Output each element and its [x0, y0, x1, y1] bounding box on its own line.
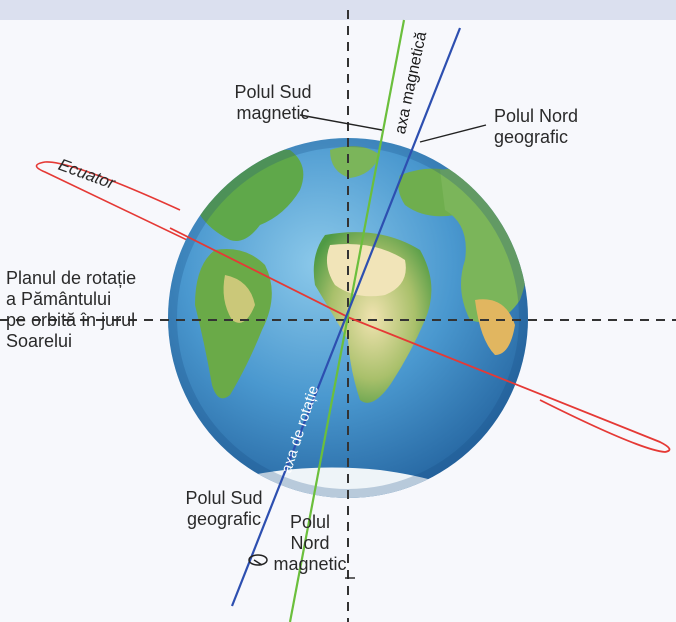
india-landmass — [475, 299, 515, 355]
equator-front-line — [169, 227, 671, 453]
equator-back-arc — [35, 161, 351, 319]
leader-polul-sud-magnetic — [299, 114, 383, 131]
sahara-desert — [326, 244, 406, 297]
magnetic-axis-line — [288, 19, 406, 622]
label-planul-de-rotatie: Planul de rotație a Pământului pe orbită… — [6, 268, 137, 351]
south-america-landmass — [195, 249, 272, 399]
greenland-landmass — [330, 146, 380, 178]
label-polul-sud-geografic: Polul Sud geografic — [185, 488, 263, 529]
leader-polul-nord-geografic — [419, 124, 487, 143]
label-polul-sud-magnetic: Polul Sud magnetic — [234, 82, 312, 123]
label-polul-nord-magnetic: Polul Nord magnetic — [273, 512, 347, 574]
leader-polul-sud-geografic — [253, 559, 263, 566]
south-pole-ring — [248, 554, 268, 566]
top-band — [0, 0, 676, 20]
south-america-desert — [223, 275, 255, 323]
label-polul-nord-geografic: Polul Nord geografic — [494, 106, 579, 147]
rotation-axis-line — [230, 27, 462, 607]
